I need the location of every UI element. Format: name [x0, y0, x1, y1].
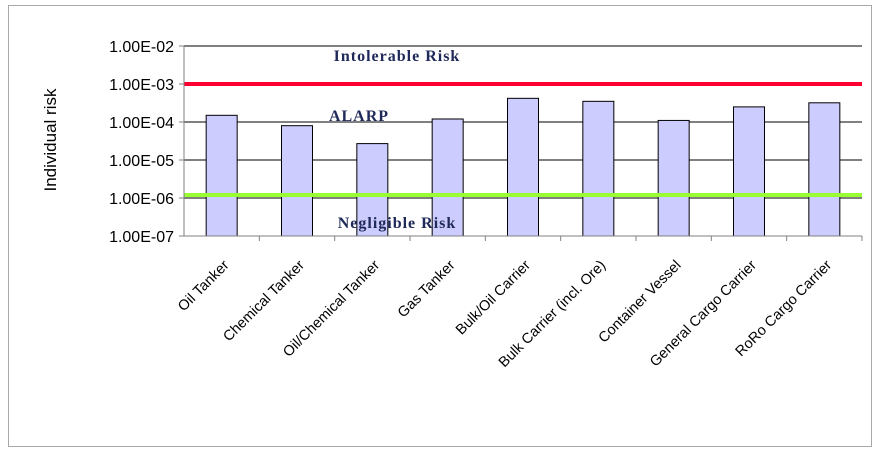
y-axis-label: Individual risk — [41, 88, 60, 191]
alarp-label: ALARP — [329, 108, 389, 125]
bar — [281, 125, 313, 237]
bar — [582, 100, 615, 237]
x-tick-label: Chemical Tanker — [220, 257, 308, 345]
y-tick-label: 1.00E-03 — [109, 77, 174, 94]
bars — [205, 97, 841, 237]
bar — [507, 97, 539, 237]
reference-lines — [184, 82, 862, 197]
bar — [657, 119, 690, 237]
y-tick-label: 1.00E-06 — [109, 191, 174, 208]
x-tick-label: Container Vessel — [596, 258, 685, 347]
x-tick-label: Gas Tanker — [395, 257, 459, 321]
reference-line-label: Intolerable Risk — [334, 48, 461, 65]
bar — [733, 106, 765, 237]
y-tick-label: 1.00E-07 — [109, 229, 174, 246]
bar — [808, 102, 841, 237]
y-tick-label: 1.00E-02 — [109, 39, 174, 56]
reference-line-label: Negligible Risk — [338, 215, 457, 232]
x-tick-label: Bulk/Oil Carrier — [453, 257, 534, 338]
y-tick-label: 1.00E-05 — [109, 153, 174, 170]
x-tick-label: Oil Tanker — [175, 257, 232, 314]
bar — [205, 114, 238, 237]
y-tick-label: 1.00E-04 — [109, 115, 174, 132]
y-tick-labels: 1.00E-02 1.00E-03 1.00E-04 1.00E-05 1.00E-06… — [109, 39, 174, 246]
annotations: Intolerable Risk Negligible Risk ALARP — [329, 48, 461, 232]
bar — [356, 143, 389, 237]
